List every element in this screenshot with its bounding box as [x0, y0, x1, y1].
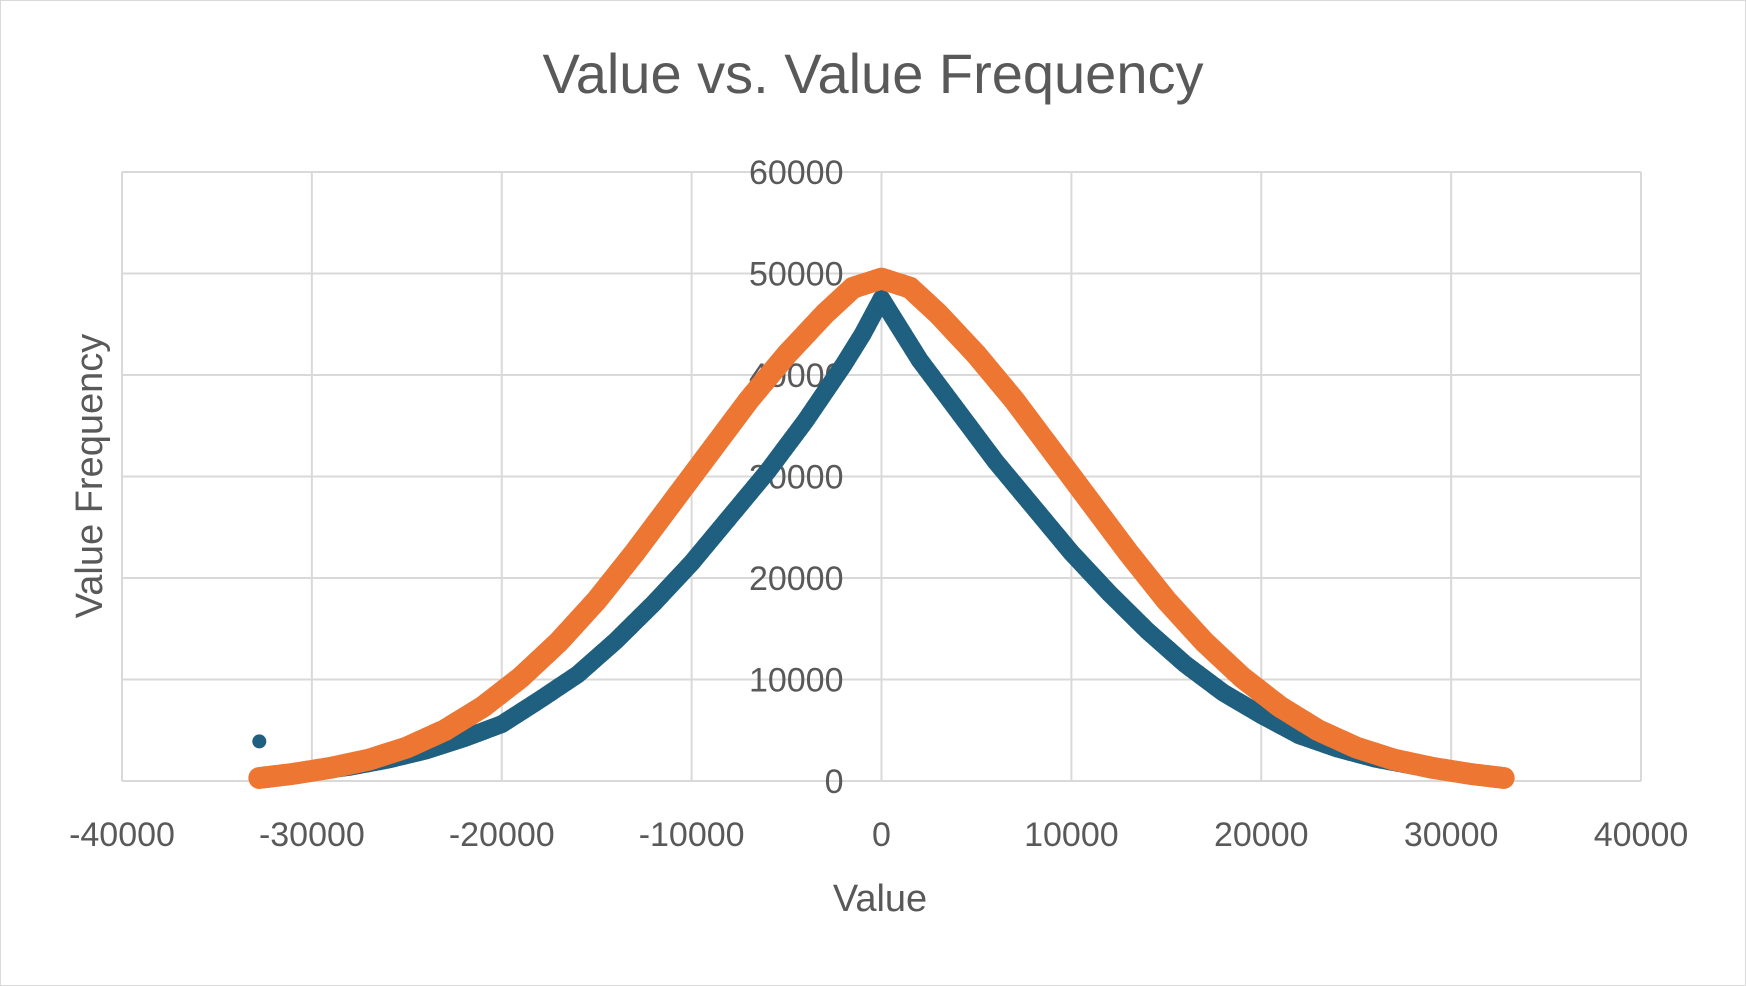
data-point	[1492, 766, 1515, 789]
x-tick-label: 10000	[1024, 816, 1119, 854]
series-layer	[248, 267, 1515, 789]
chart-title: Value vs. Value Frequency	[543, 42, 1204, 105]
data-point	[252, 734, 267, 749]
x-tick-label: -20000	[449, 816, 555, 854]
y-tick-label: 0	[825, 763, 844, 801]
x-tick-label: 0	[872, 816, 891, 854]
x-axis-ticks: -40000 -30000 -20000 -10000 0 10000 20000 30000…	[69, 816, 1688, 854]
x-tick-label: -30000	[259, 816, 365, 854]
x-tick-label: -10000	[639, 816, 745, 854]
gridlines	[121, 171, 1642, 782]
x-tick-label: 40000	[1594, 816, 1689, 854]
y-tick-label: 10000	[749, 662, 844, 700]
x-tick-label: 20000	[1214, 816, 1309, 854]
y-tick-label: 50000	[749, 256, 844, 294]
x-tick-label: 30000	[1404, 816, 1499, 854]
series-2	[248, 267, 1515, 789]
y-tick-label: 20000	[749, 560, 844, 598]
x-tick-label: -40000	[69, 816, 175, 854]
y-tick-label: 60000	[749, 154, 844, 192]
y-axis-title: Value Frequency	[69, 334, 111, 618]
x-axis-title: Value	[833, 878, 927, 920]
